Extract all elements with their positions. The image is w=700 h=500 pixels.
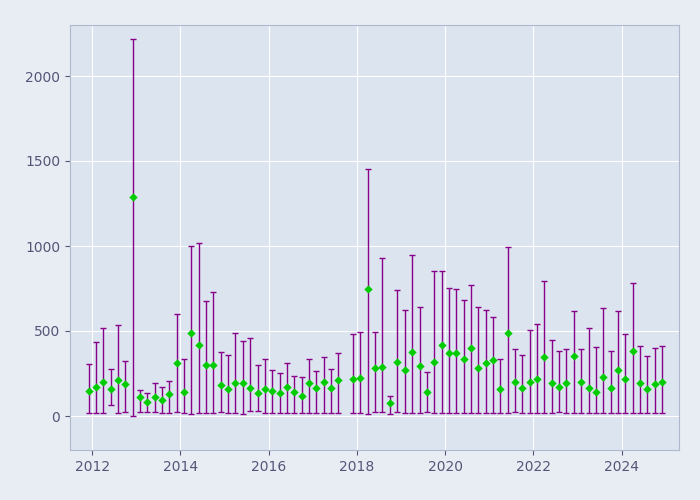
Point [377,362,388,370]
Point [260,385,271,393]
Point [384,399,395,407]
Point [296,392,307,400]
Point [620,376,631,384]
Point [90,383,101,391]
Point [193,340,204,348]
Point [524,378,536,386]
Point [392,358,403,366]
Point [348,374,359,382]
Point [487,356,498,364]
Point [421,388,432,396]
Point [288,388,300,396]
Point [141,398,153,406]
Point [112,376,123,384]
Point [281,383,293,391]
Point [149,394,160,402]
Point [436,342,447,349]
Point [495,385,506,393]
Point [443,349,454,357]
Point [657,378,668,386]
Point [208,361,219,369]
Point [568,352,580,360]
Point [612,366,624,374]
Point [244,384,256,392]
Point [539,354,550,362]
Point [414,362,425,370]
Point [216,382,227,390]
Point [407,348,418,356]
Point [473,364,484,372]
Point [97,378,108,386]
Point [428,358,440,366]
Point [172,360,183,368]
Point [83,386,94,394]
Point [575,378,587,386]
Point [546,379,557,387]
Point [252,389,263,397]
Point [605,384,616,392]
Point [370,364,381,372]
Point [598,373,609,381]
Point [627,348,638,356]
Point [304,379,315,387]
Point [237,379,248,387]
Point [267,388,278,396]
Point [399,366,410,374]
Point [120,380,131,388]
Point [642,385,653,393]
Point [502,328,513,336]
Point [649,380,660,388]
Point [451,349,462,357]
Point [164,390,175,398]
Point [105,385,116,393]
Point [134,394,146,402]
Point [355,374,366,382]
Point [127,192,139,200]
Point [318,378,330,386]
Point [326,384,337,392]
Point [480,360,491,368]
Point [311,384,322,392]
Point [223,385,234,393]
Point [274,389,285,397]
Point [230,379,241,387]
Point [156,396,167,404]
Point [458,355,469,363]
Point [200,361,211,369]
Point [561,379,572,387]
Point [509,378,520,386]
Point [554,383,565,391]
Point [635,379,646,387]
Point [465,344,476,352]
Point [517,384,528,392]
Point [178,388,190,396]
Point [531,374,542,382]
Point [583,384,594,392]
Point [186,328,197,336]
Point [590,388,601,396]
Point [363,284,374,292]
Point [332,376,344,384]
